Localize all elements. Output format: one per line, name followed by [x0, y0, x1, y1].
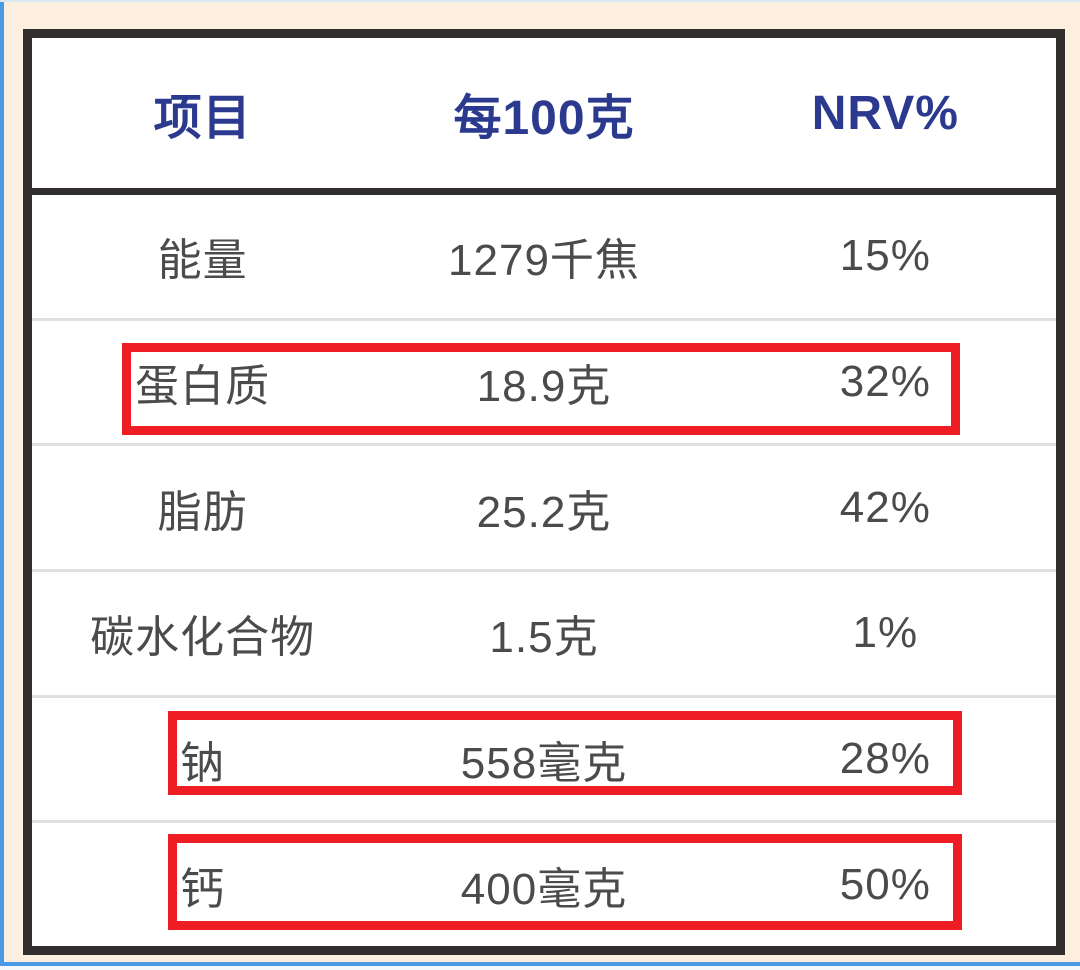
frame-bottom-edge — [0, 962, 1080, 966]
nutrient-name-cell: 钠 — [180, 739, 226, 789]
table-row: 碳水化合物 1.5克 1% — [32, 569, 1056, 695]
nrv-percent-cell: 42% — [839, 482, 931, 532]
per-100g-value-cell: 1.5克 — [489, 613, 599, 663]
per-100g-value-cell: 25.2克 — [476, 487, 612, 537]
table-body: 能量 1279千焦 15% 蛋白质 18.9克 32% 脂肪 25.2克 42% 碳水化合物 1.5… — [32, 195, 1056, 946]
frame-bottom-gap — [0, 966, 1080, 970]
table-header-row: 项目 每100克 NRV% — [32, 38, 1056, 195]
per-100g-value-cell: 18.9克 — [476, 362, 612, 411]
per-100g-value-cell: 558毫克 — [460, 739, 628, 789]
table-row: 钠 558毫克 28% — [32, 694, 1056, 821]
nutrient-name-cell: 钙 — [180, 864, 226, 914]
table-row: 脂肪 25.2克 42% — [32, 443, 1056, 569]
table-row: 钙 400毫克 50% — [32, 820, 1056, 946]
frame-top-edge — [0, 0, 1080, 2]
nrv-percent-cell: 1% — [852, 608, 919, 658]
header-nrv-percent-column: NRV% — [811, 86, 959, 140]
table-row: 能量 1279千焦 15% — [32, 195, 1056, 318]
nrv-percent-cell: 50% — [839, 859, 931, 909]
nrv-percent-cell: 15% — [839, 231, 931, 281]
header-per-100g-column: 每100克 — [453, 92, 635, 145]
nutrient-name-cell: 碳水化合物 — [90, 613, 316, 663]
per-100g-value-cell: 1279千焦 — [448, 236, 640, 286]
header-item-column: 项目 — [153, 92, 252, 145]
nutrition-table: 项目 每100克 NRV% 能量 1279千焦 15% 蛋白质 18.9克 32% 脂肪 25… — [23, 29, 1065, 955]
frame-left-edge — [0, 0, 4, 970]
per-100g-value-cell: 400毫克 — [460, 864, 628, 914]
table-row: 蛋白质 18.9克 32% — [32, 317, 1056, 444]
nutrient-name-cell: 蛋白质 — [135, 362, 271, 411]
nrv-percent-cell: 28% — [839, 734, 931, 784]
nutrient-name-cell: 能量 — [157, 236, 248, 286]
nrv-percent-cell: 32% — [839, 357, 931, 406]
nutrient-name-cell: 脂肪 — [157, 487, 248, 537]
